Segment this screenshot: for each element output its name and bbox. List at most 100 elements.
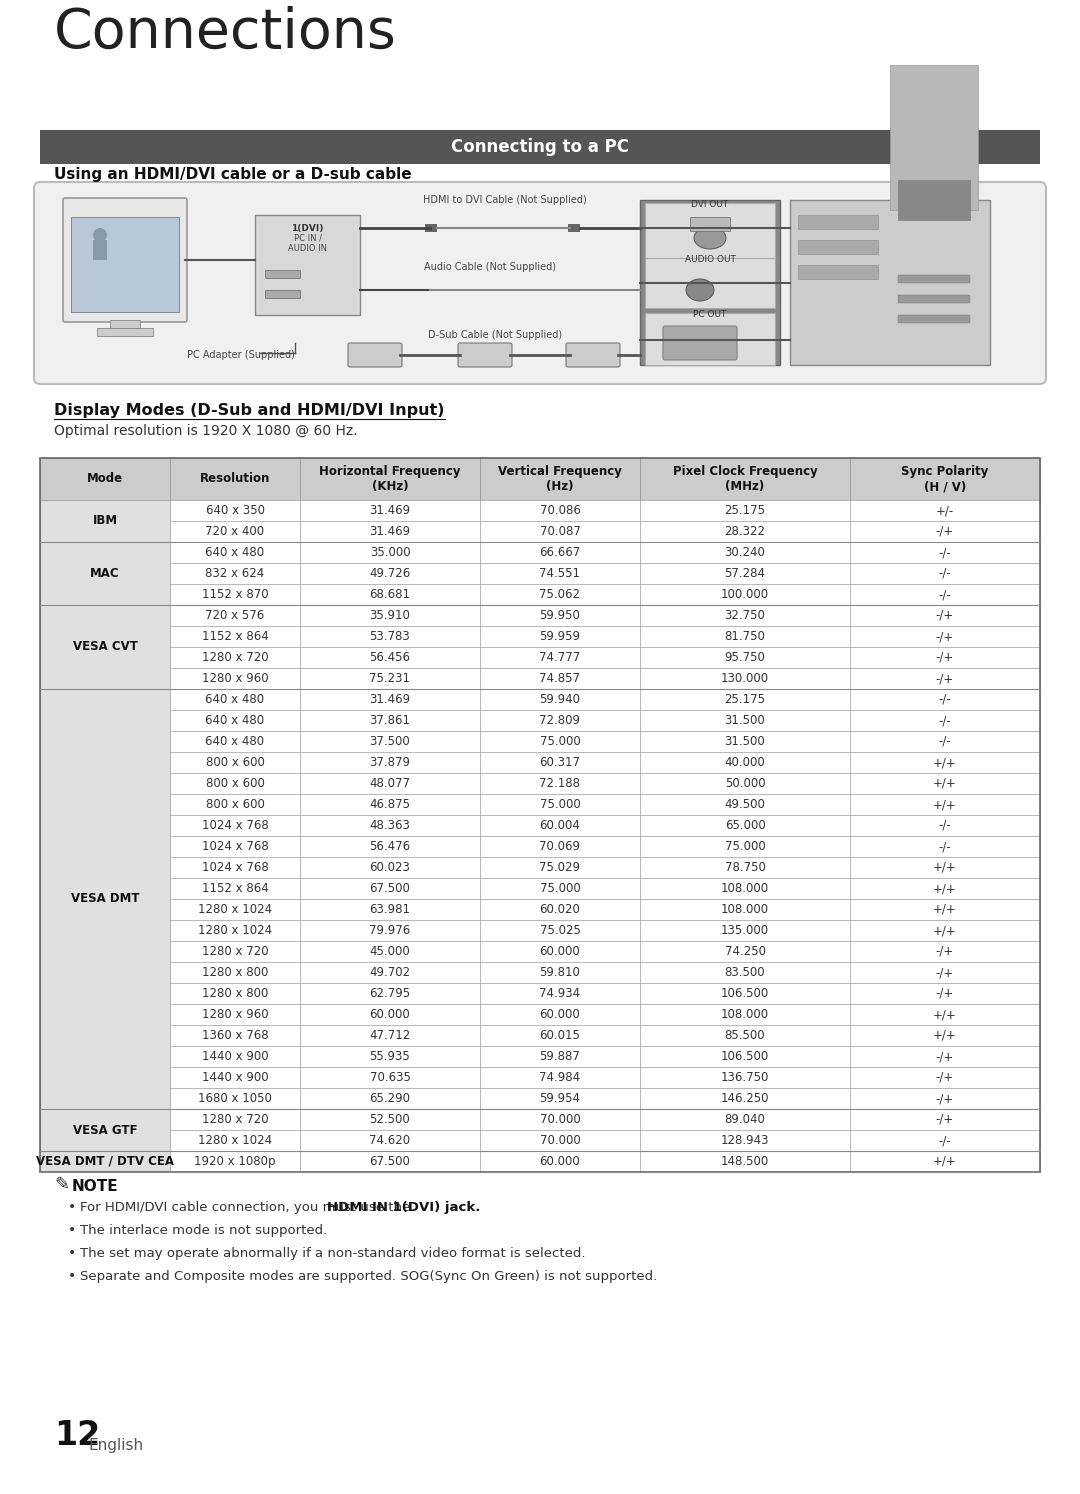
Text: 60.020: 60.020 bbox=[540, 902, 580, 916]
Text: 75.000: 75.000 bbox=[540, 735, 580, 748]
Text: 37.861: 37.861 bbox=[369, 714, 410, 728]
Bar bbox=[480, 983, 640, 1004]
Text: 25.175: 25.175 bbox=[725, 503, 766, 517]
Text: 81.750: 81.750 bbox=[725, 630, 766, 642]
Bar bbox=[255, 215, 360, 315]
Bar bbox=[640, 542, 850, 563]
Text: 1280 x 720: 1280 x 720 bbox=[202, 946, 268, 958]
Bar bbox=[71, 217, 179, 312]
Bar bbox=[850, 1109, 1040, 1129]
Text: 108.000: 108.000 bbox=[721, 881, 769, 895]
Text: 800 x 600: 800 x 600 bbox=[205, 777, 265, 790]
Text: 48.363: 48.363 bbox=[369, 819, 410, 832]
Bar bbox=[897, 294, 970, 303]
Text: 74.620: 74.620 bbox=[369, 1134, 410, 1147]
Bar bbox=[640, 521, 850, 542]
Text: 70.635: 70.635 bbox=[369, 1071, 410, 1085]
Bar bbox=[480, 626, 640, 647]
Text: 1280 x 800: 1280 x 800 bbox=[202, 967, 268, 979]
Bar bbox=[690, 217, 730, 232]
Text: Resolution: Resolution bbox=[200, 472, 270, 486]
Bar bbox=[645, 314, 775, 365]
Bar bbox=[170, 647, 300, 668]
Text: 60.000: 60.000 bbox=[540, 946, 580, 958]
Bar bbox=[850, 1150, 1040, 1171]
Bar bbox=[480, 1109, 640, 1129]
Bar bbox=[480, 920, 640, 941]
Bar bbox=[170, 983, 300, 1004]
Bar bbox=[170, 605, 300, 626]
Text: 70.086: 70.086 bbox=[540, 503, 580, 517]
Text: D-Sub Cable (Not Supplied): D-Sub Cable (Not Supplied) bbox=[428, 330, 562, 341]
Text: 72.809: 72.809 bbox=[540, 714, 581, 728]
Bar bbox=[850, 793, 1040, 816]
Bar bbox=[640, 459, 850, 500]
Bar bbox=[640, 858, 850, 878]
Text: 50.000: 50.000 bbox=[725, 777, 766, 790]
Bar bbox=[850, 1046, 1040, 1067]
Bar bbox=[93, 241, 107, 260]
Text: 640 x 480: 640 x 480 bbox=[205, 714, 265, 728]
Bar bbox=[40, 542, 170, 605]
Text: 60.004: 60.004 bbox=[540, 819, 580, 832]
Bar bbox=[850, 584, 1040, 605]
Text: Separate and Composite modes are supported. SOG(Sync On Green) is not supported.: Separate and Composite modes are support… bbox=[80, 1270, 658, 1283]
Bar bbox=[850, 731, 1040, 751]
Text: 70.000: 70.000 bbox=[540, 1113, 580, 1126]
Text: -/-: -/- bbox=[939, 840, 951, 853]
Text: 12: 12 bbox=[54, 1419, 100, 1452]
Bar bbox=[640, 731, 850, 751]
Text: -/+: -/+ bbox=[936, 967, 954, 979]
Ellipse shape bbox=[694, 227, 726, 249]
Bar bbox=[640, 1067, 850, 1088]
Bar bbox=[640, 1046, 850, 1067]
Bar bbox=[850, 542, 1040, 563]
Bar bbox=[170, 626, 300, 647]
Text: Pixel Clock Frequency
(MHz): Pixel Clock Frequency (MHz) bbox=[673, 465, 818, 493]
Text: 31.469: 31.469 bbox=[369, 503, 410, 517]
Bar bbox=[640, 816, 850, 837]
FancyBboxPatch shape bbox=[566, 344, 620, 368]
Text: 1280 x 1024: 1280 x 1024 bbox=[198, 923, 272, 937]
Text: 74.250: 74.250 bbox=[725, 946, 766, 958]
Text: -/-: -/- bbox=[939, 735, 951, 748]
Text: 60.023: 60.023 bbox=[369, 861, 410, 874]
Text: +/+: +/+ bbox=[933, 881, 957, 895]
Bar bbox=[640, 1088, 850, 1109]
Text: 60.000: 60.000 bbox=[540, 1155, 580, 1168]
Text: 1360 x 768: 1360 x 768 bbox=[202, 1029, 268, 1041]
Text: 148.500: 148.500 bbox=[720, 1155, 769, 1168]
Text: 720 x 400: 720 x 400 bbox=[205, 524, 265, 538]
Bar bbox=[300, 920, 480, 941]
Bar bbox=[300, 1150, 480, 1171]
Bar bbox=[300, 710, 480, 731]
Text: -/-: -/- bbox=[939, 819, 951, 832]
Text: 60.000: 60.000 bbox=[540, 1008, 580, 1020]
Text: 67.500: 67.500 bbox=[369, 881, 410, 895]
Bar bbox=[850, 751, 1040, 772]
Text: 720 x 576: 720 x 576 bbox=[205, 610, 265, 622]
Text: -/+: -/+ bbox=[936, 946, 954, 958]
Bar bbox=[480, 1088, 640, 1109]
Bar bbox=[480, 731, 640, 751]
Bar bbox=[170, 899, 300, 920]
Bar bbox=[798, 241, 878, 254]
Text: Audio Cable (Not Supplied): Audio Cable (Not Supplied) bbox=[424, 261, 556, 272]
Bar bbox=[300, 542, 480, 563]
Text: 1024 x 768: 1024 x 768 bbox=[202, 840, 268, 853]
Bar bbox=[640, 605, 850, 626]
Text: 1280 x 1024: 1280 x 1024 bbox=[198, 902, 272, 916]
Text: -/+: -/+ bbox=[936, 1071, 954, 1085]
Bar bbox=[170, 878, 300, 899]
Text: •: • bbox=[68, 1224, 77, 1237]
Bar bbox=[170, 858, 300, 878]
Ellipse shape bbox=[93, 229, 107, 242]
Text: -/+: -/+ bbox=[936, 1050, 954, 1064]
Text: Using an HDMI/DVI cable or a D-sub cable: Using an HDMI/DVI cable or a D-sub cable bbox=[54, 167, 411, 182]
Bar bbox=[850, 1067, 1040, 1088]
Text: 1280 x 960: 1280 x 960 bbox=[202, 672, 268, 686]
Text: -/+: -/+ bbox=[936, 610, 954, 622]
Text: 95.750: 95.750 bbox=[725, 651, 766, 663]
Bar bbox=[850, 459, 1040, 500]
Text: For HDMI/DVI cable connection, you must use the: For HDMI/DVI cable connection, you must … bbox=[80, 1201, 415, 1215]
